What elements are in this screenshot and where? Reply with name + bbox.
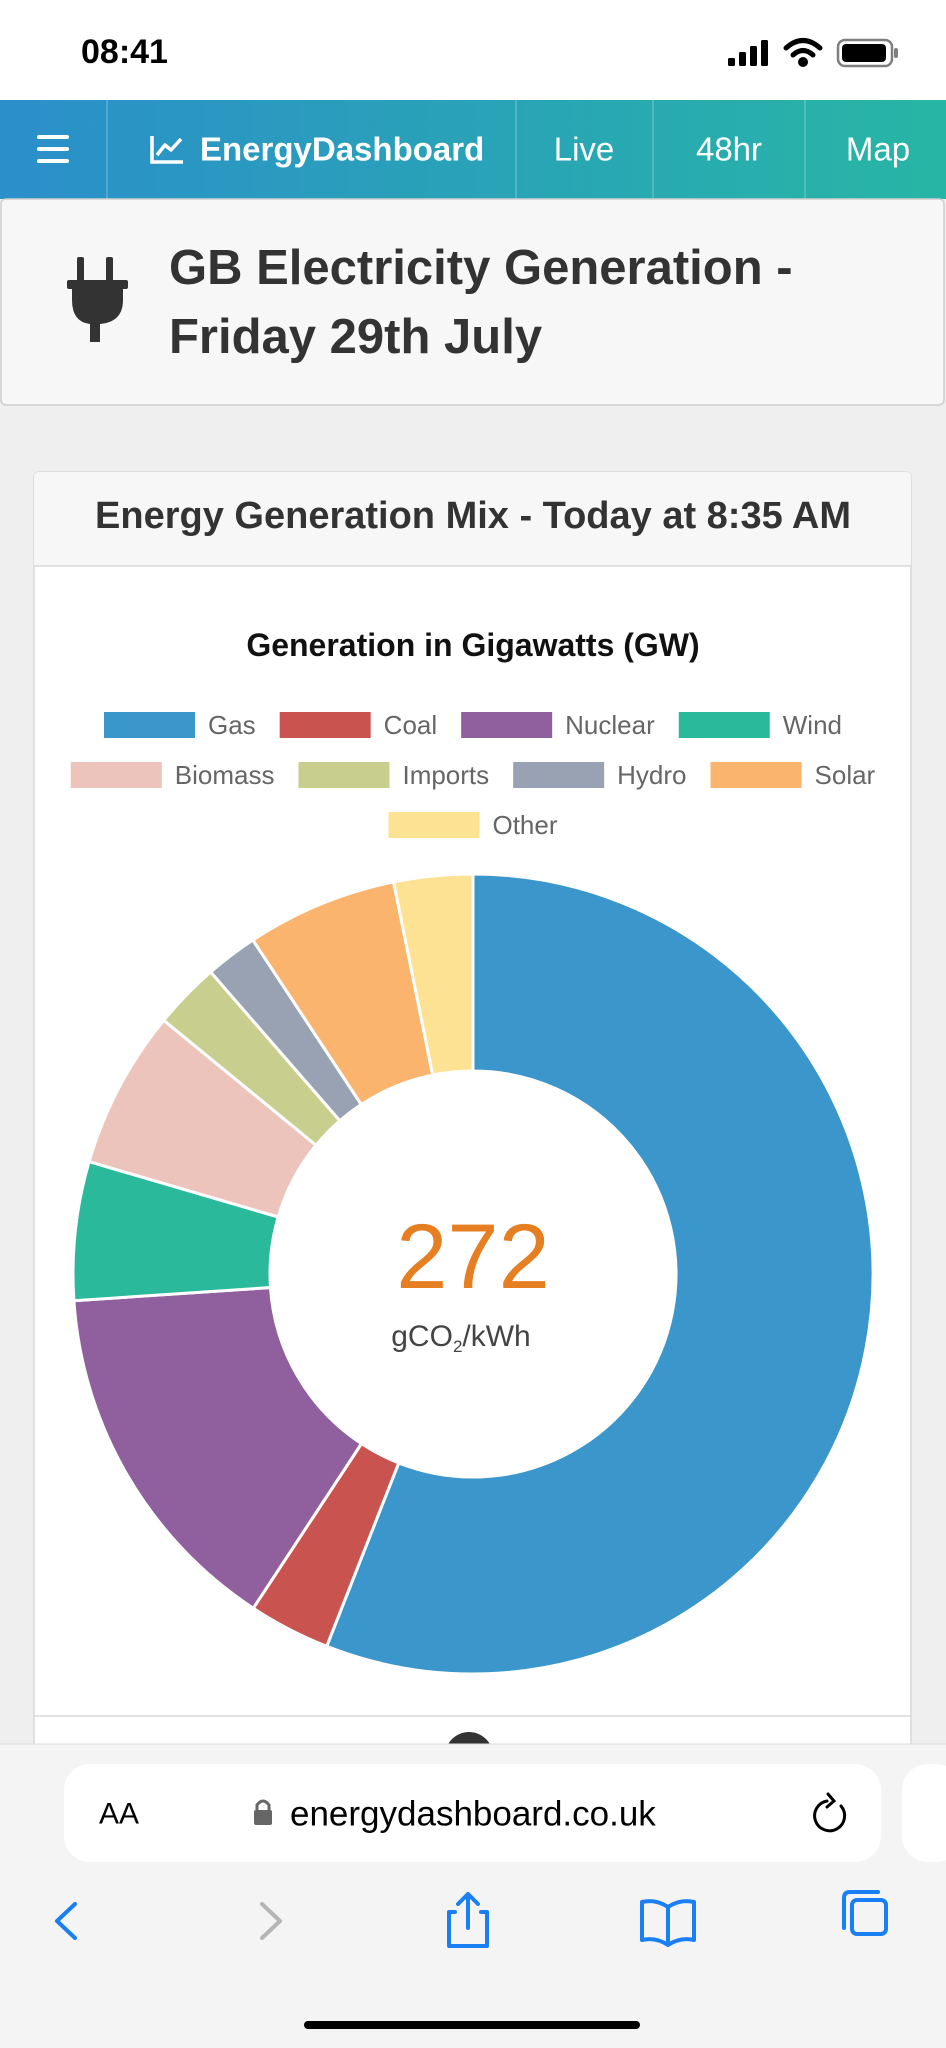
tabs-button[interactable] bbox=[842, 1890, 888, 1936]
navbar bbox=[0, 100, 946, 199]
card-title: Energy Generation Mix - Today at 8:35 AM bbox=[95, 495, 851, 537]
slice bbox=[391, 872, 475, 1077]
header-card bbox=[0, 198, 945, 406]
forward-button[interactable] bbox=[260, 1902, 282, 1940]
home-indicator bbox=[304, 2021, 640, 2029]
intensity-value: 272 bbox=[396, 1206, 550, 1308]
legend-item: Wind bbox=[678, 710, 842, 740]
signal-icon bbox=[728, 40, 768, 66]
legend-swatch bbox=[461, 712, 553, 738]
legend-swatch bbox=[678, 712, 770, 738]
chart-title: Generation in Gigawatts (GW) bbox=[246, 627, 699, 663]
nav-dividers bbox=[106, 100, 806, 199]
status-bar bbox=[0, 0, 946, 100]
legend-swatch bbox=[513, 762, 605, 788]
legend-item: Other bbox=[388, 810, 558, 840]
nav-link[interactable]: Map bbox=[846, 131, 910, 168]
legend-item: Solar bbox=[710, 760, 876, 790]
legend-swatch bbox=[388, 812, 480, 838]
legend-item: Gas bbox=[103, 710, 256, 740]
legend-swatch bbox=[103, 712, 195, 738]
legend-label: Hydro bbox=[617, 760, 686, 790]
legend-label: Wind bbox=[783, 710, 842, 740]
unit-sub: 2 bbox=[453, 1337, 462, 1356]
legend-label: Other bbox=[492, 810, 557, 840]
page-title: Friday 29th July bbox=[169, 310, 542, 364]
slice bbox=[72, 1285, 364, 1611]
nav-link[interactable]: 48hr bbox=[696, 131, 762, 168]
lock-icon bbox=[254, 1799, 272, 1825]
slice bbox=[324, 872, 875, 1676]
legend-item: Biomass bbox=[70, 760, 275, 790]
legend-label: Imports bbox=[402, 760, 489, 790]
legend-label: Coal bbox=[384, 710, 437, 740]
legend-label: Solar bbox=[815, 760, 876, 790]
legend-label: Biomass bbox=[175, 760, 275, 790]
bookmarks-button[interactable] bbox=[640, 1899, 696, 1947]
back-button[interactable] bbox=[55, 1902, 77, 1940]
nav-link[interactable]: Live bbox=[554, 131, 615, 168]
wifi-icon bbox=[783, 38, 823, 67]
legend-item: Imports bbox=[298, 760, 489, 790]
url-text[interactable]: energydashboard.co.uk bbox=[290, 1795, 656, 1834]
legend-swatch bbox=[279, 712, 371, 738]
text-size-button[interactable]: AA bbox=[99, 1798, 139, 1831]
page-title: GB Electricity Generation - bbox=[169, 241, 793, 295]
donut bbox=[71, 872, 875, 1676]
plug-icon bbox=[67, 257, 128, 342]
clock: 08:41 bbox=[81, 33, 168, 71]
intensity-unit: gCO2/kWh bbox=[391, 1320, 531, 1356]
unit-prefix: gCO bbox=[391, 1320, 453, 1353]
nav-brand[interactable]: EnergyDashboard bbox=[200, 131, 484, 168]
legend-item: Nuclear bbox=[461, 710, 655, 740]
battery-icon bbox=[836, 38, 898, 68]
legend: Gas Coal Nuclear Wind Biomass Imports Hydro Sol… bbox=[70, 710, 876, 840]
legend-item: Coal bbox=[279, 710, 437, 740]
next-tab-peek[interactable] bbox=[902, 1764, 946, 1862]
url-bar[interactable] bbox=[64, 1764, 881, 1862]
legend-label: Nuclear bbox=[565, 710, 655, 740]
card-header bbox=[34, 472, 911, 566]
legend-swatch bbox=[70, 762, 162, 788]
legend-item: Hydro bbox=[513, 760, 687, 790]
share-button[interactable] bbox=[447, 1892, 489, 1948]
menu-button[interactable] bbox=[37, 135, 69, 163]
legend-swatch bbox=[710, 762, 802, 788]
legend-swatch bbox=[298, 762, 390, 788]
unit-suffix: /kWh bbox=[462, 1320, 530, 1353]
brand-icon bbox=[150, 136, 183, 164]
legend-label: Gas bbox=[208, 710, 256, 740]
reload-button[interactable] bbox=[813, 1792, 847, 1833]
